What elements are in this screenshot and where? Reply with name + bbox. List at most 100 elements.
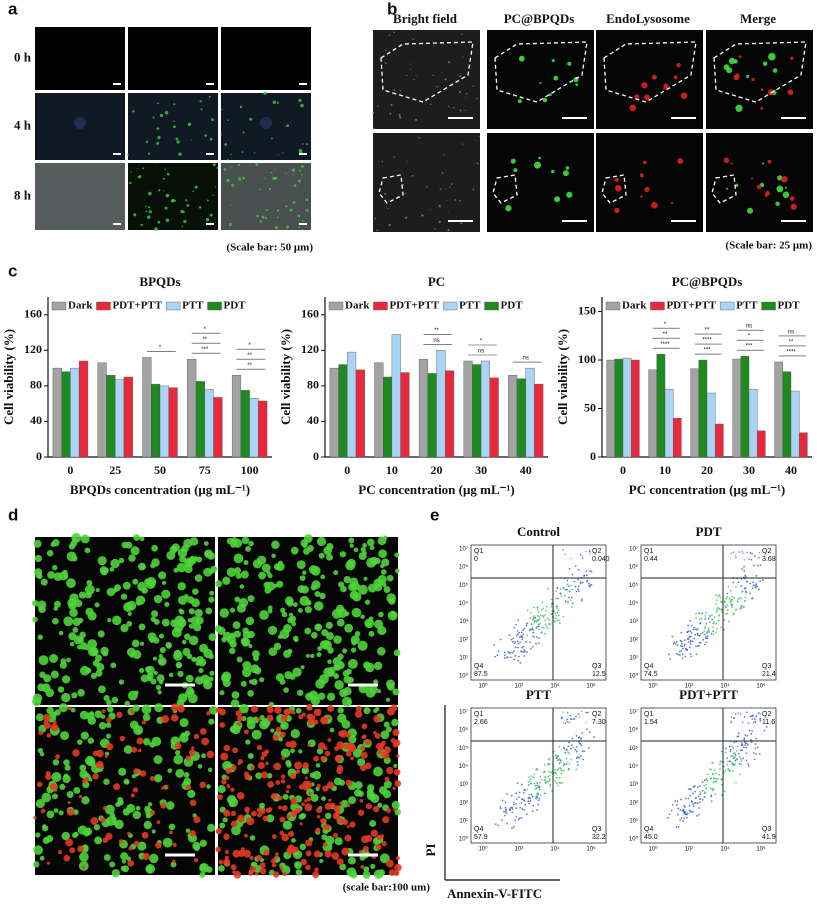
cell-dot xyxy=(459,109,462,112)
cell-dot xyxy=(151,829,156,834)
cell-dot xyxy=(265,208,268,211)
event-dot xyxy=(509,656,512,659)
cell-dot xyxy=(72,537,78,542)
cell-dot xyxy=(199,863,207,871)
event-dot xyxy=(729,748,732,751)
cell-dot xyxy=(161,580,167,586)
cell-dot xyxy=(343,675,352,684)
cell-dot xyxy=(277,795,283,801)
bar xyxy=(61,371,71,458)
event-dot xyxy=(554,771,557,774)
cell-dot xyxy=(40,578,48,586)
y-tick-label: 10⁵ xyxy=(459,582,469,589)
event-dot xyxy=(705,636,707,638)
event-dot xyxy=(715,778,717,781)
cell-dot xyxy=(301,219,304,222)
cell-dot xyxy=(248,644,253,649)
cell-dot xyxy=(271,553,276,559)
y-axis-title: PI xyxy=(423,844,438,857)
event-dot xyxy=(549,785,552,788)
event-dot xyxy=(544,775,547,778)
event-dot xyxy=(738,756,741,758)
event-dot xyxy=(548,780,551,782)
event-dot xyxy=(744,590,747,593)
event-dot xyxy=(504,654,506,657)
event-dot xyxy=(702,638,705,641)
event-dot xyxy=(710,777,713,779)
event-dot xyxy=(514,641,517,643)
cell-dot xyxy=(177,595,188,605)
cell-dot xyxy=(257,717,261,722)
cell-dot xyxy=(79,631,86,639)
event-dot xyxy=(571,737,574,740)
event-dot xyxy=(703,784,705,787)
cell-dot xyxy=(173,103,176,106)
x-tick-label: 10⁰ xyxy=(478,683,488,690)
significance-label: ns xyxy=(746,324,752,330)
cell-dot xyxy=(345,560,356,571)
x-tick-label: 10² xyxy=(515,684,524,690)
y-tick-label: 10² xyxy=(629,637,638,643)
plot-frame xyxy=(470,707,607,844)
cell-dot xyxy=(474,162,476,164)
cell-dot xyxy=(566,719,568,721)
event-dot xyxy=(517,619,519,622)
event-dot xyxy=(527,797,530,800)
event-dot xyxy=(717,615,720,617)
cell-dot xyxy=(392,786,396,791)
cell-dot xyxy=(348,537,355,544)
event-dot xyxy=(747,743,749,746)
y-tick-label: 40 xyxy=(307,413,319,427)
event-dot xyxy=(568,590,571,593)
quadrant-name: Q1 xyxy=(474,548,483,555)
cell-dot xyxy=(187,789,196,798)
event-dot xyxy=(723,619,726,622)
cell-dot xyxy=(106,699,112,706)
event-dot xyxy=(580,744,583,747)
event-dot xyxy=(740,763,743,766)
cell-dot xyxy=(80,731,89,740)
bar xyxy=(525,367,535,458)
y-tick-label: 10² xyxy=(459,637,468,643)
cell-dot xyxy=(394,780,402,787)
event-dot xyxy=(558,776,561,779)
event-dot xyxy=(744,586,747,589)
cell-dot xyxy=(399,89,402,92)
cell-dot xyxy=(373,679,379,685)
cell-dot xyxy=(227,119,229,121)
event-dot xyxy=(751,587,754,590)
cell-dot xyxy=(53,808,59,813)
cell-dot xyxy=(156,674,165,683)
event-dot xyxy=(757,564,759,567)
cell-dot xyxy=(206,711,211,716)
cell-dot xyxy=(376,689,382,694)
cell-dot xyxy=(575,83,579,87)
cell-dot xyxy=(111,615,122,626)
event-dot xyxy=(700,617,703,620)
event-dot xyxy=(689,619,692,622)
cell-dot xyxy=(751,552,754,555)
event-dot xyxy=(706,635,709,637)
event-dot xyxy=(759,564,762,567)
event-dot xyxy=(712,630,715,633)
quadrant-name: Q3 xyxy=(592,826,601,833)
event-dot xyxy=(729,750,732,753)
cell-dot xyxy=(314,601,324,611)
cell-dot xyxy=(314,590,321,597)
cell-dot xyxy=(194,185,198,189)
cell-dot xyxy=(94,602,100,608)
cell-dot xyxy=(122,865,129,873)
cell-dot xyxy=(762,162,765,165)
cell-dot xyxy=(644,94,650,101)
cell-dot xyxy=(749,715,752,718)
cell-dot xyxy=(285,225,289,229)
event-dot xyxy=(563,588,566,591)
cell-dot xyxy=(151,610,159,618)
plot-title: PDT xyxy=(696,524,722,539)
cell-dot xyxy=(396,754,400,758)
cell-dot xyxy=(384,776,390,782)
y-tick-label: 10⁵ xyxy=(629,582,639,589)
cell-dot xyxy=(327,659,332,664)
event-dot xyxy=(589,569,591,572)
event-dot xyxy=(527,781,530,784)
